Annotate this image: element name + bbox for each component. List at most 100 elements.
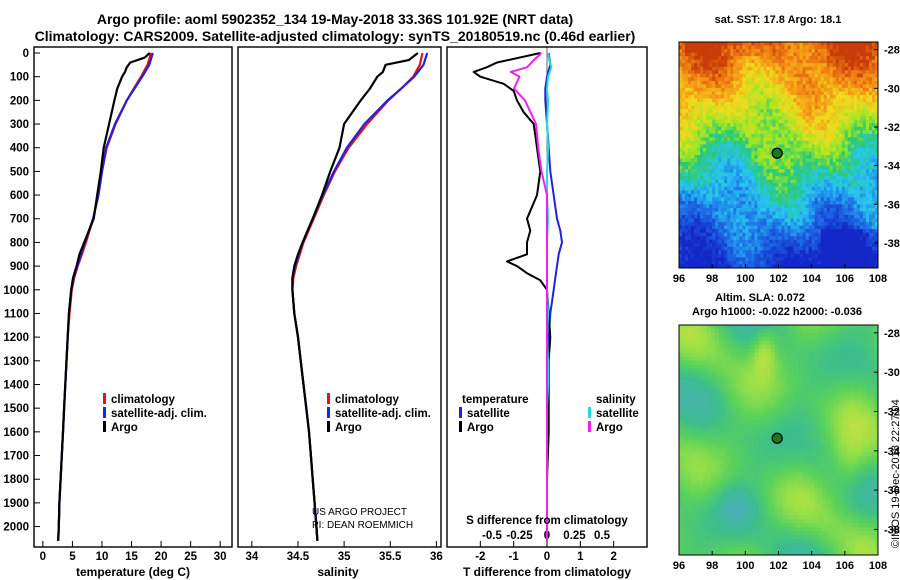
map-cell (814, 116, 819, 121)
map-cell (838, 253, 843, 258)
map-cell (772, 197, 776, 202)
map-cell (724, 66, 728, 71)
map-cell (679, 207, 683, 212)
map-cell (871, 147, 876, 152)
legend-argo-label: Argo (111, 422, 138, 434)
map-cell (682, 239, 686, 244)
map-cell (715, 246, 719, 251)
map-cell (700, 126, 704, 131)
map-cell (826, 260, 831, 265)
map-cell (733, 137, 737, 142)
map-cell (766, 66, 770, 71)
map-cell (832, 193, 837, 198)
map-cell (748, 253, 752, 258)
map-cell (841, 73, 846, 78)
map-cell (874, 190, 879, 195)
map-cell (703, 243, 707, 248)
map-cell (823, 59, 828, 64)
map-cell (859, 218, 864, 223)
map-cell (766, 105, 770, 110)
map-cell (772, 236, 776, 241)
map-cell (682, 119, 686, 124)
map-cell (802, 344, 807, 350)
map-cell (685, 77, 689, 82)
map-cell (871, 225, 876, 230)
map-cell (760, 218, 764, 223)
map-cell (748, 130, 752, 135)
map-cell (805, 137, 810, 142)
map-cell (736, 215, 740, 220)
map-cell (811, 116, 816, 121)
map-cell (715, 165, 719, 170)
map-cell (772, 186, 776, 191)
map-cell (830, 344, 835, 350)
map-cell (838, 116, 843, 121)
map-cell (805, 147, 810, 152)
map-cell (778, 229, 783, 234)
map-cell (846, 340, 851, 346)
map-cell (835, 246, 840, 251)
map-cell (850, 193, 855, 198)
map-cell (700, 49, 704, 54)
map-cell (718, 236, 722, 241)
map-cell (787, 246, 792, 251)
map-cell (790, 172, 795, 177)
map-cell (790, 130, 795, 135)
map-cell (870, 364, 875, 370)
map-cell (760, 70, 764, 75)
map-cell (865, 172, 870, 177)
map-cell (793, 169, 798, 174)
map-cell (762, 328, 768, 334)
map-cell (829, 222, 834, 227)
map-cell (688, 52, 692, 57)
map-cell (841, 250, 846, 255)
map-cell (694, 155, 698, 160)
map-cell (829, 215, 834, 220)
map-cell (760, 73, 764, 78)
map-cell (730, 332, 736, 338)
map-cell (859, 176, 864, 181)
map-cell (838, 239, 843, 244)
map-cell (709, 158, 713, 163)
map-cell (793, 197, 798, 202)
map-cell (835, 73, 840, 78)
map-cell (703, 225, 707, 230)
map-cell (829, 257, 834, 262)
map-cell (853, 200, 858, 205)
map-cell (784, 59, 789, 64)
map-cell (820, 59, 825, 64)
map-cell (787, 215, 792, 220)
map-cell (796, 225, 801, 230)
map-cell (766, 94, 770, 99)
map-cell (685, 73, 689, 78)
map-cell (688, 73, 692, 78)
map-cell (820, 63, 825, 68)
map-cell (775, 63, 779, 68)
map-cell (700, 250, 704, 255)
map-cell (774, 328, 779, 334)
map-cell (679, 59, 683, 64)
map-cell (709, 116, 713, 121)
map-cell (871, 140, 876, 145)
map-cell (751, 215, 755, 220)
map-cell (721, 137, 725, 142)
map-cell (847, 80, 852, 85)
map-cell (814, 109, 819, 114)
map-cell (820, 126, 825, 131)
map-cell (842, 344, 847, 350)
map-cell (721, 73, 725, 78)
map-cell (850, 137, 855, 142)
map-cell (835, 229, 840, 234)
map-cell (745, 144, 749, 149)
map-cell (787, 162, 792, 167)
map-cell (682, 190, 686, 195)
map-cell (709, 197, 713, 202)
map-cell (874, 63, 879, 68)
map-cell (742, 243, 746, 248)
map-cell (847, 45, 852, 50)
map-cell (841, 137, 846, 142)
map-cell (850, 52, 855, 57)
map-cell (688, 162, 692, 167)
map-cell (850, 172, 855, 177)
map-cell (754, 158, 758, 163)
